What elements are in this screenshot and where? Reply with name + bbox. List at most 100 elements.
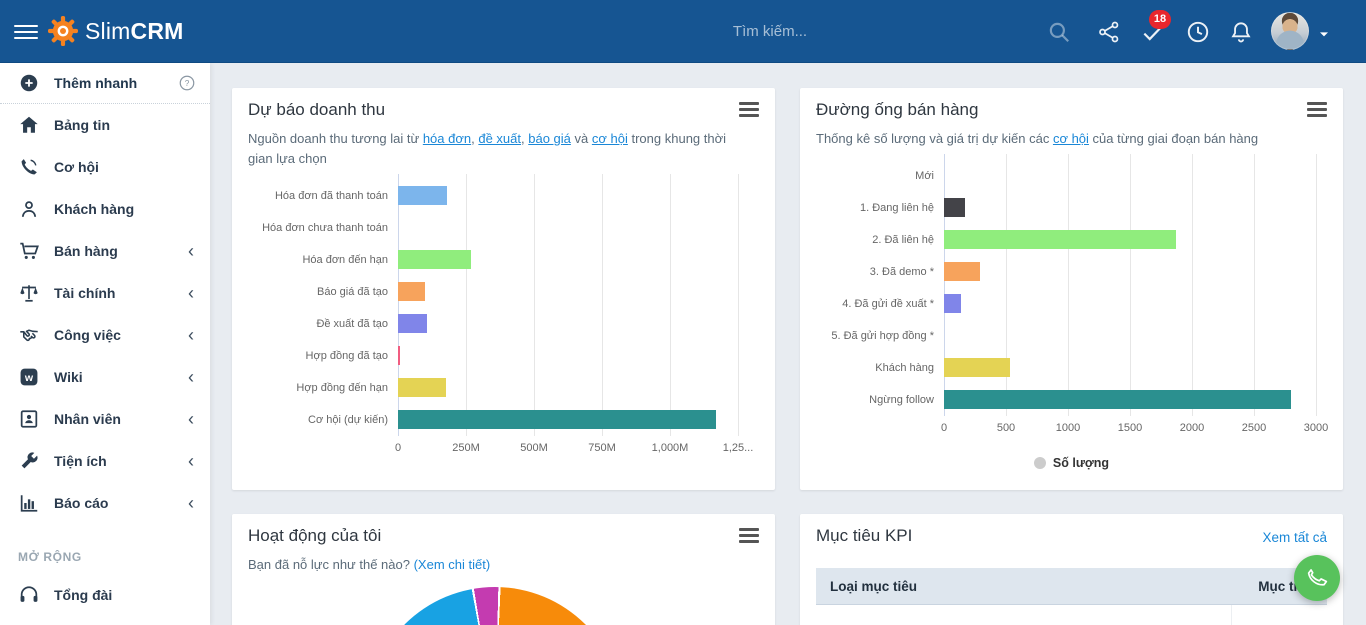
axis-tick-label: 1,25... xyxy=(723,442,754,454)
history-clock-icon[interactable] xyxy=(1185,19,1211,45)
bar-row xyxy=(398,340,738,372)
category-label: Đề xuất đã tạo xyxy=(248,308,398,340)
sidebar-item-label: Nhân viên xyxy=(54,411,188,427)
bar xyxy=(398,250,471,269)
sidebar-item-bang-tin[interactable]: Bảng tin xyxy=(0,104,210,146)
bar-row xyxy=(944,160,1316,192)
share-icon[interactable] xyxy=(1096,19,1122,45)
link-de-xuat[interactable]: đề xuất xyxy=(478,131,521,146)
cart-icon xyxy=(18,240,40,262)
bell-icon[interactable] xyxy=(1228,19,1254,45)
legend-marker xyxy=(1034,457,1046,469)
sidebar-item-label: Tài chính xyxy=(54,285,188,301)
search-icon[interactable] xyxy=(1046,19,1072,45)
id-card-icon xyxy=(18,408,40,430)
bar-row xyxy=(398,212,738,244)
sidebar-item-wiki[interactable]: wWiki‹ xyxy=(0,356,210,398)
chevron-left-icon: ‹ xyxy=(188,284,194,302)
category-label: Hóa đơn đã thanh toán xyxy=(248,180,398,212)
card-title: Mục tiêu KPI xyxy=(816,526,912,546)
sidebar-section-label: MỞ RỘNG xyxy=(0,524,210,574)
link-co-hoi[interactable]: cơ hội xyxy=(1053,131,1089,146)
svg-text:?: ? xyxy=(185,79,190,88)
gear-logo-icon xyxy=(45,13,81,49)
bar xyxy=(944,390,1291,409)
link-co-hoi[interactable]: cơ hội xyxy=(592,131,628,146)
sidebar-item-label: Wiki xyxy=(54,369,188,385)
sidebar-item-tai-chinh[interactable]: Tài chính‹ xyxy=(0,272,210,314)
top-navbar: SlimCRM 18 xyxy=(0,0,1366,63)
category-label: Mới xyxy=(816,160,944,192)
sidebar-item-bao-cao[interactable]: Báo cáo‹ xyxy=(0,482,210,524)
category-label: 2. Đã liên hệ xyxy=(816,224,944,256)
sidebar-item-khach-hang[interactable]: Khách hàng xyxy=(0,188,210,230)
sidebar-item-label: Bảng tin xyxy=(54,117,194,133)
sidebar-item-tong-dai[interactable]: Tổng đài xyxy=(0,574,210,616)
wrench-icon xyxy=(18,450,40,472)
activity-pie-chart xyxy=(367,587,623,625)
card-title: Đường ống bán hàng xyxy=(816,100,978,120)
sidebar-extra-menu: Tổng đài xyxy=(0,574,210,616)
bar-row xyxy=(944,288,1316,320)
sidebar-item-nhan-vien[interactable]: Nhân viên‹ xyxy=(0,398,210,440)
category-label: Ngừng follow xyxy=(816,384,944,416)
sidebar-item-co-hoi[interactable]: Cơ hội xyxy=(0,146,210,188)
home-icon xyxy=(18,114,40,136)
category-label: Hợp đồng đến hạn xyxy=(248,372,398,404)
link-xem-chi-tiet[interactable]: (Xem chi tiết) xyxy=(414,557,491,572)
link-bao-gia[interactable]: báo giá xyxy=(528,131,571,146)
bar xyxy=(398,186,447,205)
bar xyxy=(398,346,400,365)
category-label: Báo giá đã tạo xyxy=(248,276,398,308)
column-divider xyxy=(1231,605,1232,625)
user-icon xyxy=(18,198,40,220)
sidebar-item-label: Báo cáo xyxy=(54,495,188,511)
view-all-link[interactable]: Xem tất cả xyxy=(1262,530,1327,545)
slimcrm-dashboard: SlimCRM 18 Thêm nhanh xyxy=(0,0,1366,625)
bar xyxy=(398,410,716,429)
card-menu-icon[interactable] xyxy=(1307,102,1327,118)
axis-tick-label: 1,000M xyxy=(652,442,689,454)
axis-tick-label: 0 xyxy=(941,422,947,434)
quick-add-label: Thêm nhanh xyxy=(54,75,178,91)
gridline xyxy=(738,174,739,436)
bar-row xyxy=(398,404,738,436)
menu-toggle-icon[interactable] xyxy=(14,21,38,41)
bar-row xyxy=(944,320,1316,352)
sidebar-item-cong-viec[interactable]: Công việc‹ xyxy=(0,314,210,356)
axis-tick-label: 3000 xyxy=(1304,422,1328,434)
quick-add-button[interactable]: Thêm nhanh ? xyxy=(0,63,210,104)
category-label: Hóa đơn chưa thanh toán xyxy=(248,212,398,244)
card-menu-icon[interactable] xyxy=(739,102,759,118)
bar-row xyxy=(398,308,738,340)
category-label: 5. Đã gửi hợp đồng * xyxy=(816,320,944,352)
help-circle-icon[interactable]: ? xyxy=(178,74,196,92)
category-label: Hóa đơn đến hạn xyxy=(248,244,398,276)
legend-item-so-luong[interactable]: Số lượng xyxy=(800,456,1343,470)
scales-icon xyxy=(18,282,40,304)
sidebar-item-label: Tổng đài xyxy=(54,587,194,603)
axis-tick-label: 2000 xyxy=(1180,422,1204,434)
user-avatar[interactable] xyxy=(1271,12,1309,50)
sidebar-item-ban-hang[interactable]: Bán hàng‹ xyxy=(0,230,210,272)
bar-row xyxy=(944,192,1316,224)
link-hoa-don[interactable]: hóa đơn xyxy=(423,131,471,146)
category-label: Cơ hội (dự kiến) xyxy=(248,404,398,436)
brand-logo[interactable]: SlimCRM xyxy=(45,13,184,49)
sidebar-item-label: Công việc xyxy=(54,327,188,343)
axis-tick-label: 250M xyxy=(452,442,480,454)
axis-tick-label: 0 xyxy=(395,442,401,454)
axis-tick-label: 1000 xyxy=(1056,422,1080,434)
sidebar-item-tien-ich[interactable]: Tiện ích‹ xyxy=(0,440,210,482)
phone-icon xyxy=(1303,564,1330,591)
search-input[interactable] xyxy=(560,14,980,48)
bar-row xyxy=(944,352,1316,384)
kpi-table-header: Loại mục tiêu Mục tiêu xyxy=(816,568,1327,605)
category-label: 3. Đã demo * xyxy=(816,256,944,288)
bar-row xyxy=(398,244,738,276)
kpi-table-row xyxy=(816,605,1327,625)
caret-down-icon[interactable] xyxy=(1316,26,1332,42)
bar-row xyxy=(398,180,738,212)
card-menu-icon[interactable] xyxy=(739,528,759,544)
call-fab-button[interactable] xyxy=(1294,555,1340,601)
